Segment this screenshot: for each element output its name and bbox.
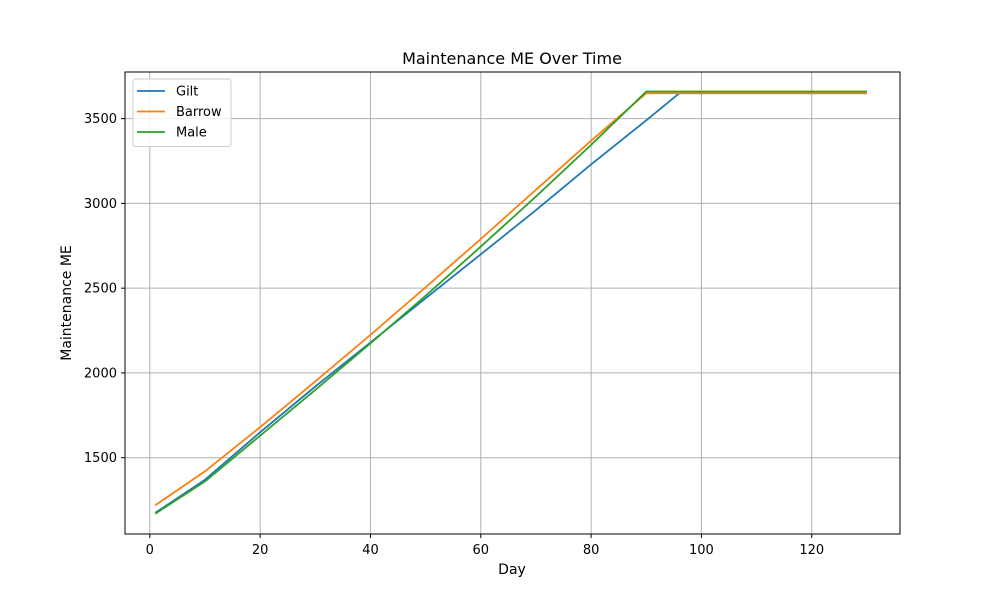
- x-tick-label: 20: [252, 543, 269, 558]
- x-tick-label: 120: [799, 543, 824, 558]
- x-axis-label: Day: [498, 562, 526, 578]
- legend-label-gilt: Gilt: [176, 85, 198, 100]
- chart-title: Maintenance ME Over Time: [402, 49, 622, 68]
- y-tick-label: 1500: [84, 451, 117, 466]
- legend-label-barrow: Barrow: [176, 105, 222, 120]
- series-line-barrow: [154, 92, 867, 506]
- legend-label-male: Male: [176, 126, 207, 141]
- x-tick-label: 0: [146, 543, 154, 558]
- legend: Gilt Barrow Male: [132, 78, 232, 147]
- series-line-gilt: [154, 92, 867, 514]
- y-tick-label: 3500: [84, 112, 117, 127]
- series-line-male: [154, 90, 867, 515]
- y-tick-label: 2500: [84, 282, 117, 297]
- axis-ticks: 0 20 40 60 80 100 120 1500 2000 2500 3000 3500: [84, 112, 824, 558]
- x-tick-label: 60: [473, 543, 490, 558]
- plot-area-frame: [124, 71, 901, 535]
- y-tick-label: 2000: [84, 366, 117, 381]
- y-axis-label: Maintenance ME: [59, 245, 75, 361]
- x-tick-label: 100: [689, 543, 714, 558]
- x-tick-label: 40: [362, 543, 379, 558]
- x-tick-label: 80: [583, 543, 600, 558]
- y-tick-label: 3000: [84, 197, 117, 212]
- legend-box: [132, 78, 232, 147]
- series-lines: [154, 90, 867, 515]
- grid: [125, 72, 900, 534]
